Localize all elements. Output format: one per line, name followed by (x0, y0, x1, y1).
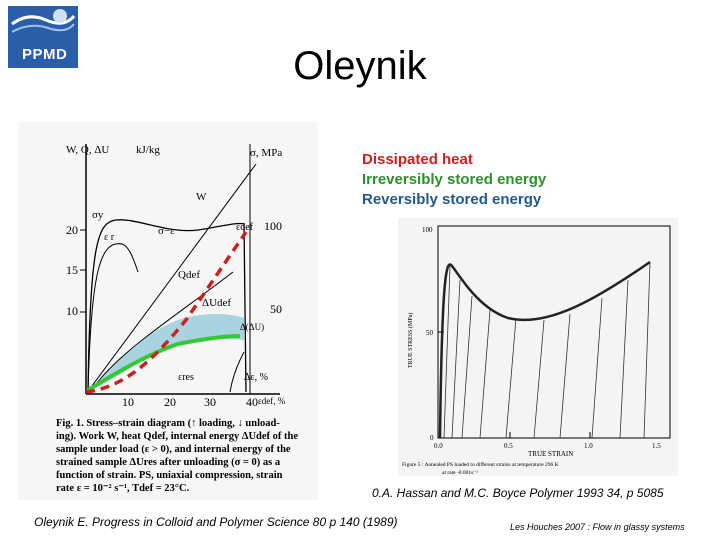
label-Q-def: Qdef (178, 269, 200, 281)
fig5-caption2: at rate -0.001s⁻¹ (442, 470, 478, 476)
fig5-x-label: TRUE STRAIN (528, 450, 573, 458)
x-tick: 20 (164, 395, 176, 409)
fig5-x-tick: 1.0 (584, 442, 593, 450)
ppmd-logo: PPMD (8, 6, 78, 68)
label-sigma-eps: σ−ε (158, 225, 175, 237)
right-axis-label: σ, MPa (250, 147, 282, 159)
footer: Les Houches 2007 : Flow in glassy system… (510, 522, 685, 532)
legend-reversible-energy: Reversibly stored energy (362, 191, 542, 208)
label-dU-def: ΔUdef (202, 297, 231, 309)
fig5-x-tick: 0.0 (434, 442, 443, 450)
caption-line: function of strain. PS, uniaxial compres… (56, 470, 283, 481)
caption-line: rate ε = 10⁻² s⁻¹, Tdef = 23°C. (56, 483, 190, 494)
label-sigma-y: σy (92, 209, 104, 221)
caption-line: sample under load (ε > 0), and internal … (56, 444, 291, 455)
x-tick: 10 (122, 395, 134, 409)
figure-5: 100 50 0 0.0 0.5 1.0 1.5 TRUE STRAIN TRU… (398, 218, 678, 476)
label-eps-def: εdef (236, 222, 254, 233)
energy-legend: Dissipated heat Irreversibly stored ener… (362, 150, 546, 210)
figure-1: W, Q, ΔU kJ/kg σ, MPa 10 15 20 50 100 10… (18, 122, 318, 500)
left-tick: 15 (66, 263, 78, 277)
fig5-x-tick: 0.5 (504, 442, 513, 450)
fig5-y-tick: 0 (430, 434, 434, 442)
legend-irreversible-energy: Irreversibly stored energy (362, 171, 547, 188)
fig5-y-label: TRUE STRESS (MPa) (407, 313, 414, 368)
label-eps-res: εres (178, 372, 194, 383)
fig5-caption: Figure 5 : Annealed PS loaded to differe… (402, 461, 559, 468)
left-tick: 10 (66, 304, 78, 318)
label-d-eps: Δε, % (244, 372, 268, 383)
x-tick: 40 (246, 395, 258, 409)
caption-line: ing). Work W, heat Qdef, internal energy… (56, 431, 298, 442)
x-tick: 30 (204, 395, 216, 409)
label-W: W (196, 191, 207, 203)
left-axis-label: W, Q, ΔU (66, 144, 109, 156)
reference-oleynik: Oleynik E. Progress in Colloid and Polym… (34, 515, 398, 529)
fig5-x-tick: 1.5 (652, 442, 661, 450)
label-x-axis: εdef, % (258, 396, 286, 406)
logo-text: PPMD (22, 46, 68, 63)
label-eps-r: ε r (104, 232, 115, 243)
left-axis-unit: kJ/kg (136, 144, 160, 156)
right-tick: 50 (270, 302, 282, 316)
fig5-y-tick: 100 (422, 226, 433, 234)
caption-line: strained sample ΔUres after unloading (σ… (56, 457, 281, 468)
fig5-y-tick: 50 (426, 329, 434, 337)
slide-title: Oleynik (293, 44, 427, 88)
right-tick: 100 (264, 219, 282, 233)
caption-line: Fig. 1. Stress–strain diagram (↑ loading… (56, 418, 280, 429)
reference-hassan-boyce: 0.A. Hassan and M.C. Boyce Polymer 1993 … (372, 486, 664, 500)
label-dU: Δ(ΔU) (240, 322, 264, 332)
left-tick: 20 (66, 223, 78, 237)
legend-dissipated-heat: Dissipated heat (362, 151, 473, 168)
